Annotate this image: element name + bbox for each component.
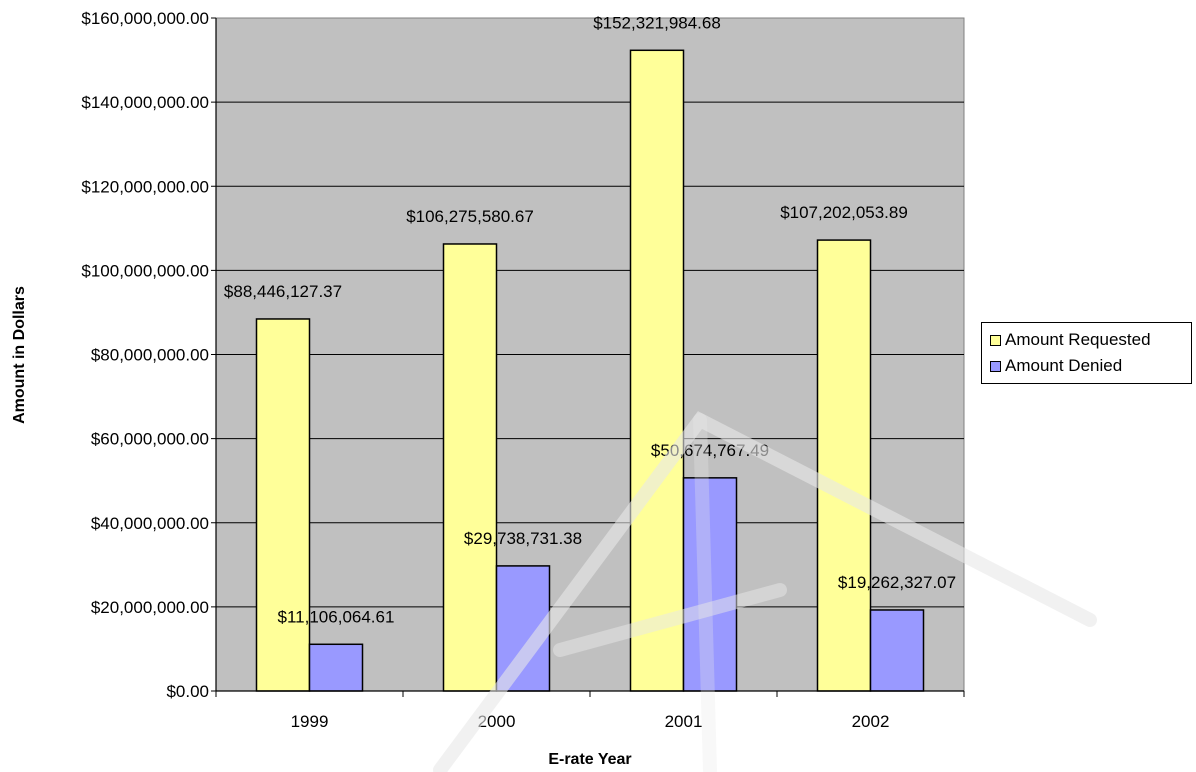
y-tick-label: $120,000,000.00 [81, 177, 209, 196]
bar-amount-denied [308, 643, 364, 692]
y-tick-labels: $0.00 $20,000,000.00 $40,000,000.00 $60,000… [81, 9, 209, 701]
y-axis-title: Amount in Dollars [11, 286, 28, 424]
y-tick-label: $160,000,000.00 [81, 9, 209, 28]
bar-amount-denied [495, 565, 551, 692]
data-label-requested: $88,446,127.37 [224, 282, 342, 301]
data-label-requested: $107,202,053.89 [780, 203, 908, 222]
bar-amount-requested [255, 318, 311, 692]
x-tick-label: 1999 [291, 712, 329, 731]
legend-item-requested: Amount Requested [990, 327, 1191, 353]
y-tick-label: $20,000,000.00 [91, 598, 209, 617]
x-tick-label: 2002 [852, 712, 890, 731]
bar-amount-requested [442, 243, 498, 692]
legend-label-requested: Amount Requested [1005, 330, 1151, 349]
x-tick-label: 2000 [478, 712, 516, 731]
legend-swatch-requested [990, 334, 1001, 346]
bar-amount-requested [816, 239, 872, 692]
y-tick-label: $80,000,000.00 [91, 346, 209, 365]
bar-amount-denied [682, 477, 738, 692]
x-axis-title: E-rate Year [548, 751, 631, 768]
legend-label-denied: Amount Denied [1005, 356, 1123, 375]
data-label-denied: $19,262,327.07 [838, 573, 956, 592]
data-label-requested: $106,275,580.67 [406, 207, 534, 226]
bar-amount-denied [869, 609, 925, 692]
bar-amount-requested [629, 49, 685, 692]
legend-swatch-denied [990, 360, 1001, 372]
y-tick-label: $40,000,000.00 [91, 514, 209, 533]
legend-item-denied: Amount Denied [990, 353, 1191, 379]
data-label-denied: $29,738,731.38 [464, 529, 582, 548]
data-label-denied: $11,106,064.61 [278, 607, 395, 626]
legend: Amount Requested Amount Denied [981, 322, 1192, 384]
data-label-denied: $50,674,767.49 [651, 441, 769, 460]
y-tick-label: $60,000,000.00 [91, 430, 209, 449]
y-tick-label: $140,000,000.00 [81, 93, 209, 112]
y-tick-label: $100,000,000.00 [81, 261, 209, 280]
y-tick-label: $0.00 [166, 682, 209, 701]
x-tick-labels: 1999 2000 2001 2002 [291, 712, 890, 731]
x-tick-label: 2001 [665, 712, 703, 731]
data-label-requested: $152,321,984.68 [593, 13, 721, 32]
